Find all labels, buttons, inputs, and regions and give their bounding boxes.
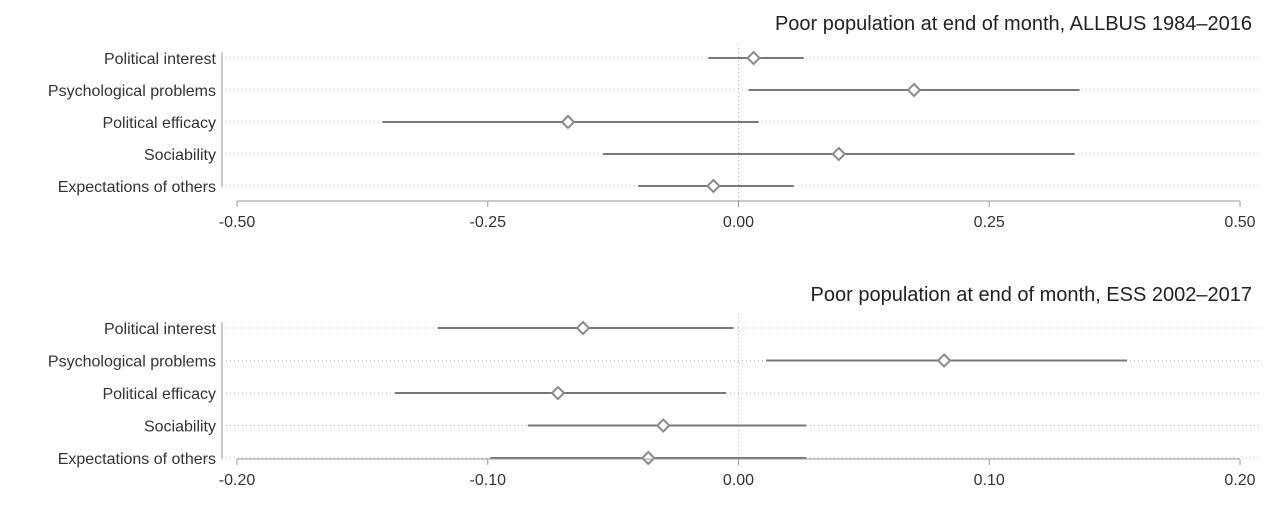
category-label: Psychological problems [48,83,216,100]
category-label: Political efficacy [102,386,216,403]
point-estimate [936,353,952,368]
category-label: Sociability [144,419,216,436]
category-label: Political interest [104,51,217,68]
category-label: Expectations of others [58,179,216,196]
category-label: Political efficacy [102,115,216,132]
point-estimate [655,418,671,433]
x-tick-label: 0.20 [1224,472,1255,489]
point-estimate [706,178,721,194]
category-label: Sociability [144,147,216,164]
point-estimate [831,146,847,162]
category-label: Expectations of others [58,451,216,468]
x-tick-label: -0.25 [470,214,507,231]
category-label: Political interest [104,321,217,338]
chart-panel-allbus: Poor population at end of month, ALLBUS … [48,13,1260,231]
point-estimate [640,450,656,466]
point-estimate [575,320,591,336]
category-label: Psychological problems [48,354,216,371]
x-tick-label: 0.25 [974,214,1005,231]
x-tick-label: -0.50 [219,214,256,231]
x-tick-label: 0.00 [723,472,754,489]
point-estimate [560,114,576,130]
x-tick-label: -0.10 [470,472,507,489]
x-tick-label: 0.10 [974,472,1005,489]
x-tick-label: 0.50 [1224,214,1255,231]
chart-title: Poor population at end of month, ESS 200… [811,284,1252,306]
chart-panel-ess: Poor population at end of month, ESS 200… [48,284,1260,489]
x-tick-label: 0.00 [723,214,754,231]
point-estimate [746,50,761,66]
x-tick-label: -0.20 [219,472,256,489]
point-estimate [906,82,922,98]
point-estimate [550,385,566,401]
chart-title: Poor population at end of month, ALLBUS … [775,13,1252,35]
